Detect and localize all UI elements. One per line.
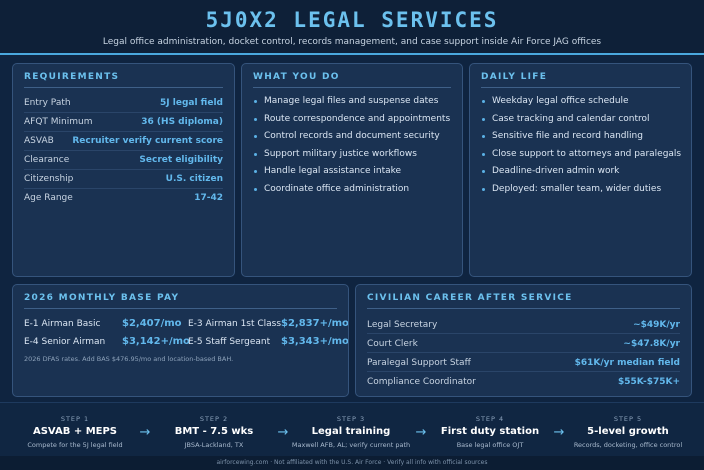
requirements-card: REQUIREMENTS Entry Path 5J legal field A…: [12, 63, 235, 277]
requirement-label: Citizenship: [24, 174, 74, 184]
page-subtitle: Legal office administration, docket cont…: [102, 37, 602, 47]
step-number: STEP 2: [199, 415, 229, 423]
daily-life-item: Deadline-driven admin work: [481, 166, 683, 184]
step-subtitle: Compete for the 5J legal field: [27, 441, 123, 449]
step-number: STEP 3: [336, 415, 366, 423]
civilian-salary: $55K-$75K+: [617, 377, 680, 387]
footer-disclaimer: airforcewing.com · Not affiliated with t…: [0, 456, 704, 470]
pipeline-steps: STEP 1 ASVAB + MEPS Compete for the 5J l…: [0, 402, 704, 456]
requirement-row: Entry Path 5J legal field: [24, 94, 223, 113]
step-title: BMT - 7.5 wks: [174, 426, 254, 437]
card-divider: [24, 308, 337, 309]
card-divider: [24, 87, 223, 88]
civilian-salary: $61K/yr median field: [574, 358, 680, 368]
pay-grade-label: E-1 Airman Basic: [24, 319, 101, 329]
duties-list: Manage legal files and suspense dates Ro…: [253, 96, 454, 202]
base-pay-title: 2026 MONTHLY BASE PAY: [24, 293, 180, 303]
requirement-value: 36 (HS diploma): [141, 117, 223, 127]
step-title: 5-level growth: [587, 426, 669, 437]
base-pay-card: 2026 MONTHLY BASE PAY E-1 Airman Basic $…: [12, 284, 349, 397]
requirement-row: Citizenship U.S. citizen: [24, 170, 223, 189]
requirement-row: ASVAB Recruiter verify current score: [24, 132, 223, 151]
duty-item: Route correspondence and appointments: [253, 114, 454, 132]
requirement-row: AFQT Minimum 36 (HS diploma): [24, 113, 223, 132]
requirement-value: 5J legal field: [160, 98, 223, 108]
what-you-do-title: WHAT YOU DO: [253, 72, 340, 82]
daily-life-list: Weekday legal office schedule Case track…: [481, 96, 683, 202]
step-number: STEP 5: [613, 415, 643, 423]
civilian-salary: ~$49K/yr: [633, 320, 680, 330]
duty-item: Handle legal assistance intake: [253, 166, 454, 184]
page-header: 5J0X2 LEGAL SERVICES Legal office admini…: [0, 0, 704, 54]
civilian-job-label: Compliance Coordinator: [367, 377, 476, 387]
requirement-value: Secret eligibility: [139, 155, 223, 165]
arrow-right-icon: →: [277, 425, 289, 440]
requirements-title: REQUIREMENTS: [24, 72, 120, 82]
daily-life-item: Sensitive file and record handling: [481, 131, 683, 149]
header-divider: [0, 53, 704, 55]
civilian-job-row: Compliance Coordinator $55K-$75K+: [367, 372, 680, 391]
pay-grade-label: E-5 Staff Sergeant: [188, 337, 271, 347]
arrow-right-icon: →: [415, 425, 427, 440]
civilian-job-row: Court Clerk ~$47.8K/yr: [367, 334, 680, 353]
pay-entry: E-4 Senior Airman $3,142+/mo: [24, 336, 190, 351]
requirement-label: AFQT Minimum: [24, 117, 93, 127]
requirement-label: ASVAB: [24, 136, 54, 146]
step-number: STEP 4: [475, 415, 505, 423]
civilian-job-row: Paralegal Support Staff $61K/yr median f…: [367, 353, 680, 372]
pay-entry: E-5 Staff Sergeant $3,343+/mo: [188, 336, 349, 351]
arrow-right-icon: →: [553, 425, 565, 440]
daily-life-title: DAILY LIFE: [481, 72, 548, 82]
requirement-row: Age Range 17-42: [24, 189, 223, 208]
civilian-job-row: Legal Secretary ~$49K/yr: [367, 315, 680, 334]
pay-entry: E-3 Airman 1st Class $2,837+/mo: [188, 318, 349, 333]
step-subtitle: Records, docketing, office control: [573, 441, 683, 449]
requirement-label: Entry Path: [24, 98, 71, 108]
pay-grade-label: E-3 Airman 1st Class: [188, 319, 282, 329]
duty-item: Coordinate office administration: [253, 184, 454, 202]
daily-life-item: Close support to attorneys and paralegal…: [481, 149, 683, 167]
daily-life-item: Deployed: smaller team, wider duties: [481, 184, 683, 202]
pay-note: 2026 DFAS rates. Add BAS $476.95/mo and …: [24, 355, 234, 363]
duty-item: Support military justice workflows: [253, 149, 454, 167]
card-divider: [481, 87, 680, 88]
pay-amount: $2,407/mo: [122, 318, 182, 329]
civilian-job-label: Court Clerk: [367, 339, 418, 349]
pay-grade-label: E-4 Senior Airman: [24, 337, 106, 347]
requirement-value: Recruiter verify current score: [72, 136, 223, 146]
daily-life-card: DAILY LIFE Weekday legal office schedule…: [469, 63, 692, 277]
card-divider: [253, 87, 451, 88]
civilian-salary: ~$47.8K/yr: [623, 339, 680, 349]
civilian-job-label: Legal Secretary: [367, 320, 438, 330]
civilian-career-card: CIVILIAN CAREER AFTER SERVICE Legal Secr…: [355, 284, 692, 397]
civilian-job-label: Paralegal Support Staff: [367, 358, 471, 368]
what-you-do-card: WHAT YOU DO Manage legal files and suspe…: [241, 63, 463, 277]
page-title: 5J0X2 LEGAL SERVICES: [205, 8, 499, 32]
daily-life-item: Case tracking and calendar control: [481, 114, 683, 132]
step-title: First duty station: [440, 426, 540, 437]
requirement-value: 17-42: [194, 193, 223, 203]
pay-amount: $3,343+/mo: [281, 336, 349, 347]
requirement-label: Clearance: [24, 155, 70, 165]
requirement-label: Age Range: [24, 193, 73, 203]
arrow-right-icon: →: [139, 425, 151, 440]
step-subtitle: Maxwell AFB, AL; verify current path: [291, 441, 411, 449]
step-title: Legal training: [311, 426, 391, 437]
requirement-row: Clearance Secret eligibility: [24, 151, 223, 170]
card-divider: [367, 308, 680, 309]
duty-item: Manage legal files and suspense dates: [253, 96, 454, 114]
step-subtitle: JBSA-Lackland, TX: [184, 441, 244, 449]
civilian-career-title: CIVILIAN CAREER AFTER SERVICE: [367, 293, 573, 303]
pay-amount: $2,837+/mo: [281, 318, 349, 329]
daily-life-item: Weekday legal office schedule: [481, 96, 683, 114]
step-number: STEP 1: [60, 415, 90, 423]
pay-amount: $3,142+/mo: [122, 336, 190, 347]
requirement-value: U.S. citizen: [165, 174, 223, 184]
pay-entry: E-1 Airman Basic $2,407/mo: [24, 318, 184, 333]
step-title: ASVAB + MEPS: [32, 426, 118, 437]
duty-item: Control records and document security: [253, 131, 454, 149]
step-subtitle: Base legal office OJT: [456, 441, 524, 449]
